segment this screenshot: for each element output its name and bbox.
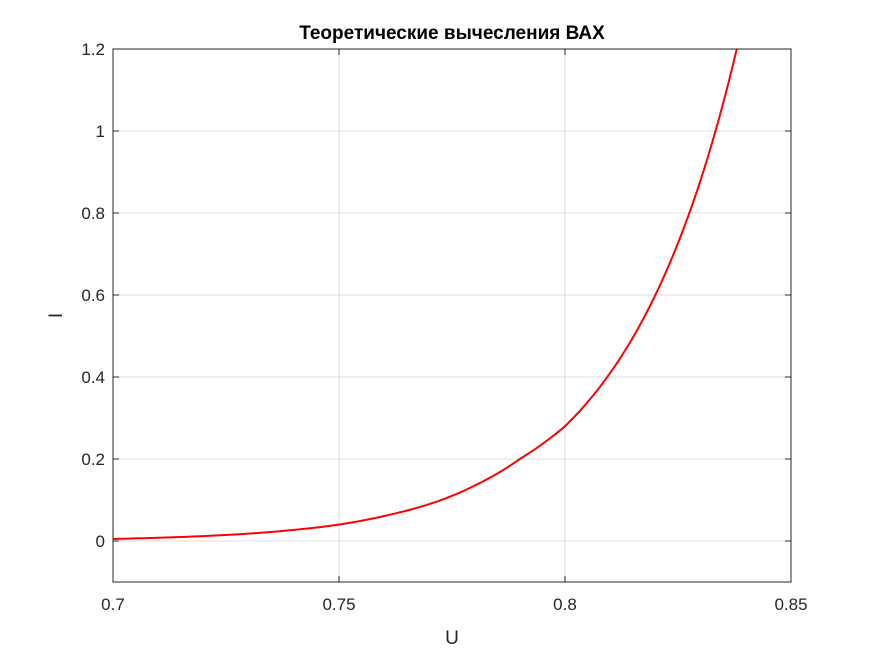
y-tick-label: 1.2: [81, 40, 105, 59]
y-tick-label: 0.2: [81, 450, 105, 469]
y-tick-label: 1: [96, 122, 105, 141]
x-tick-label: 0.8: [553, 595, 577, 614]
series-layer: [112, 48, 738, 540]
y-tick-label: 0.4: [81, 368, 105, 387]
x-tick-label: 0.85: [774, 595, 807, 614]
x-tick-label: 0.7: [101, 595, 125, 614]
grid: [112, 48, 792, 582]
ticks: 0.7 0.75 0.8 0.85 0 0.2 0.4 0.6 0.8 1 1.2: [81, 40, 807, 614]
x-axis-label: U: [445, 628, 459, 649]
x-tick-label: 0.75: [322, 595, 355, 614]
y-tick-label: 0.6: [81, 286, 105, 305]
series-line-0: [112, 48, 738, 540]
chart-title: Теоретические вычесления ВАХ: [299, 23, 605, 44]
plot-area-frame: [112, 48, 792, 583]
y-tick-label: 0: [96, 532, 105, 551]
y-axis-label: I: [46, 313, 67, 318]
y-tick-label: 0.8: [81, 204, 105, 223]
